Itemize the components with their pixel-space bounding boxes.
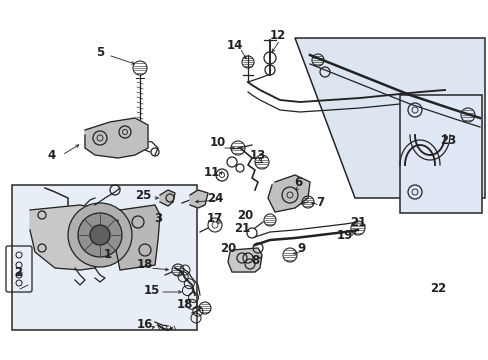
- Text: 15: 15: [143, 284, 160, 297]
- Bar: [12, 185, 197, 330]
- Text: 16: 16: [137, 319, 153, 332]
- Polygon shape: [85, 118, 148, 158]
- Polygon shape: [190, 190, 207, 208]
- Text: 10: 10: [209, 135, 225, 149]
- Circle shape: [78, 213, 122, 257]
- Text: 4: 4: [48, 149, 56, 162]
- Bar: [399, 95, 481, 213]
- Text: 18: 18: [137, 258, 153, 271]
- Text: 20: 20: [236, 208, 253, 221]
- Text: 13: 13: [249, 149, 265, 162]
- Text: 8: 8: [250, 253, 259, 266]
- Polygon shape: [294, 38, 484, 198]
- Text: 24: 24: [206, 192, 223, 204]
- Text: 1: 1: [104, 248, 112, 261]
- Circle shape: [90, 225, 110, 245]
- Text: 2: 2: [14, 266, 22, 279]
- Text: 19: 19: [336, 229, 352, 242]
- Text: 21: 21: [233, 221, 250, 234]
- Text: 17: 17: [206, 212, 223, 225]
- Text: 14: 14: [226, 39, 243, 51]
- Text: 12: 12: [269, 28, 285, 41]
- Polygon shape: [267, 175, 309, 212]
- Circle shape: [68, 203, 132, 267]
- Polygon shape: [30, 205, 118, 270]
- Text: 9: 9: [297, 242, 305, 255]
- Text: 20: 20: [220, 242, 236, 255]
- Polygon shape: [227, 248, 262, 272]
- Text: 11: 11: [203, 166, 220, 179]
- Text: 25: 25: [135, 189, 151, 202]
- Text: 22: 22: [429, 282, 445, 294]
- Text: 7: 7: [315, 195, 324, 208]
- Text: 23: 23: [439, 134, 455, 147]
- Polygon shape: [115, 205, 160, 270]
- Text: 6: 6: [293, 176, 302, 189]
- Text: 21: 21: [349, 216, 366, 229]
- Text: 3: 3: [154, 212, 162, 225]
- Text: 5: 5: [96, 45, 104, 59]
- Text: 18: 18: [177, 298, 193, 311]
- Polygon shape: [160, 190, 175, 206]
